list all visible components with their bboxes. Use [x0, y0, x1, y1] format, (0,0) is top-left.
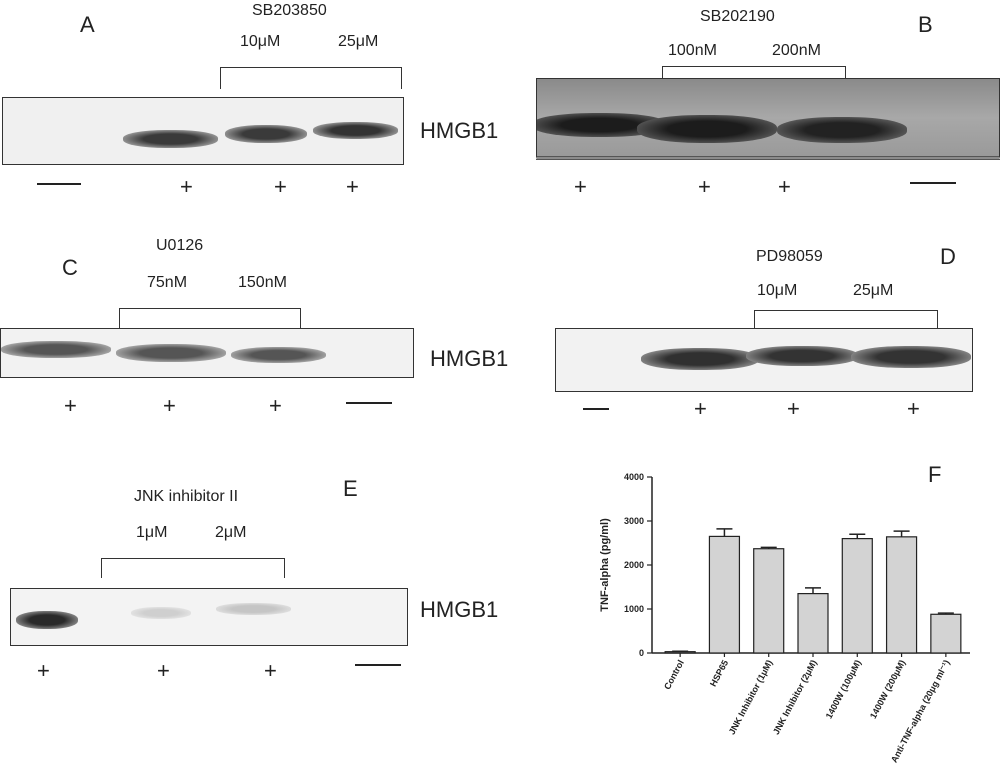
- panel-d-drug-label: PD98059: [756, 248, 823, 265]
- panel-e-blot: [10, 588, 408, 646]
- panel-e-lane-1: +: [37, 658, 50, 683]
- panel-e-bracket: [101, 558, 285, 578]
- panel-b-conc-1: 100nM: [668, 42, 717, 59]
- panel-d-conc-2: 25μM: [853, 282, 894, 299]
- panel-d-conc-1: 10μM: [757, 282, 798, 299]
- bar: [797, 593, 829, 654]
- blot-band: [225, 125, 307, 143]
- blot-band: [851, 346, 971, 368]
- bar: [885, 536, 918, 654]
- panel-c-conc-2: 150nM: [238, 274, 287, 291]
- bar: [841, 537, 873, 654]
- panel-a-lane-1-minus: [37, 183, 81, 185]
- panel-d-lane-4: +: [907, 396, 920, 421]
- y-tick-label: 1000: [624, 604, 644, 614]
- x-tick-label: 1400W (100μM): [824, 658, 863, 720]
- bar: [708, 535, 741, 654]
- panel-a-lane-2: +: [180, 174, 193, 199]
- blot-band: [641, 348, 759, 370]
- panel-a-drug-label: SB203850: [252, 2, 327, 19]
- panel-c-conc-1: 75nM: [147, 274, 188, 291]
- blot-band: [16, 611, 78, 629]
- panel-b-drug-label: SB202190: [700, 8, 775, 25]
- blot-band: [231, 347, 326, 363]
- panel-c-lane-2: +: [163, 393, 176, 418]
- panel-a-bracket: [220, 67, 402, 89]
- panel-e-drug-label: JNK inhibitor II: [134, 488, 239, 505]
- panel-a-conc-1: 10μM: [240, 33, 281, 50]
- blot-band: [777, 117, 907, 143]
- panel-c-lane-1: +: [64, 393, 77, 418]
- y-axis-label: TNF-alpha (pg/ml): [599, 518, 611, 612]
- panel-f-letter: F: [928, 462, 942, 487]
- panel-e-lane-2: +: [157, 658, 170, 683]
- panel-b-bracket: [662, 66, 846, 78]
- x-tick-label: Control: [662, 658, 686, 691]
- panel-d-blot: [555, 328, 973, 392]
- panel-d-lane-2: +: [694, 396, 707, 421]
- panel-d-bracket: [754, 310, 938, 328]
- blot-band: [131, 607, 191, 619]
- panel-a-blot: [2, 97, 404, 165]
- x-tick-label: JNK Inhibitor (1μM): [727, 658, 775, 736]
- panel-b-lane-2: +: [698, 174, 711, 199]
- x-tick-label: 1400W (200μM): [868, 658, 907, 720]
- blot-band: [313, 122, 398, 139]
- y-tick-label: 4000: [624, 472, 644, 482]
- blot-band: [746, 346, 858, 366]
- blot-band: [1, 341, 111, 358]
- panel-c-letter: C: [62, 255, 78, 280]
- panel-e-protein-label: HMGB1: [420, 597, 499, 622]
- panel-c-blot: [0, 328, 414, 378]
- panel-c-drug-label: U0126: [156, 237, 204, 254]
- tnf-alpha-bar-chart: 0 1000 2000 3000 4000 TNF-alpha (pg/ml) Contro…: [599, 472, 970, 764]
- panel-e-conc-2: 2μM: [215, 524, 247, 541]
- blot-band: [637, 115, 777, 143]
- bar: [753, 548, 785, 654]
- panel-c-lane-4-minus: [346, 402, 392, 404]
- y-tick-label: 0: [639, 648, 644, 658]
- panel-b-letter: B: [918, 12, 933, 37]
- panel-c-bracket: [119, 308, 301, 328]
- bar: [930, 613, 962, 654]
- panel-d-lane-1-minus: [583, 408, 609, 410]
- panel-d-letter: D: [940, 244, 956, 269]
- panel-c-protein-label: HMGB1: [430, 346, 509, 371]
- panel-d-lane-3: +: [787, 396, 800, 421]
- panel-e-lane-3: +: [264, 658, 277, 683]
- panel-e-letter: E: [343, 476, 358, 501]
- panel-a-lane-3: +: [274, 174, 287, 199]
- panel-e-lane-4-minus: [355, 664, 401, 666]
- panel-a-letter: A: [80, 12, 95, 37]
- x-tick-label: JNK Inhibitor (2μM): [771, 658, 819, 736]
- panel-b-lane-1: +: [574, 174, 587, 199]
- panel-a-conc-2: 25μM: [338, 33, 379, 50]
- x-tick-label: HSP65: [708, 658, 730, 688]
- y-tick-label: 3000: [624, 516, 644, 526]
- blot-band: [216, 603, 291, 615]
- panel-b-blot: [536, 78, 1000, 160]
- blot-band: [123, 130, 218, 148]
- panel-b-conc-2: 200nM: [772, 42, 821, 59]
- panel-c-lane-3: +: [269, 393, 282, 418]
- panel-b-lane-4-minus: [910, 182, 956, 184]
- y-tick-label: 2000: [624, 560, 644, 570]
- blot-band: [116, 344, 226, 362]
- panel-b-lane-3: +: [778, 174, 791, 199]
- panel-a-lane-4: +: [346, 174, 359, 199]
- panel-e-conc-1: 1μM: [136, 524, 168, 541]
- panel-a-protein-label: HMGB1: [420, 118, 499, 143]
